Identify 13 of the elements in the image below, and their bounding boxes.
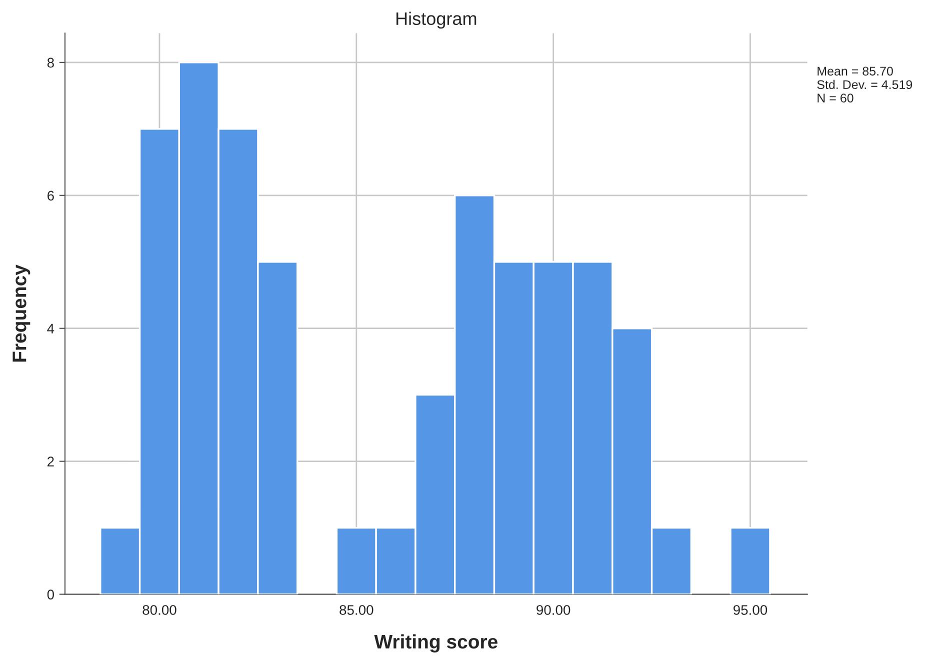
y-tick-label: 4 [47,324,54,334]
x-tick-label: 80.00 [142,605,176,615]
x-tick-label: 85.00 [340,605,374,615]
text: Mean = 85.70 Std. Dev. = 4.519 N = 60 [817,66,912,103]
y-tick-label: 8 [47,58,54,68]
y-tick-label: 0 [47,590,54,600]
x-tick-label: 95.00 [734,605,768,615]
x-axis-title: Writing score [374,634,498,653]
y-tick-label: 6 [48,190,54,201]
y-tick-label: 2 [48,456,54,466]
chart-title: Histogram [396,12,476,29]
x-tick-label: 90.00 [536,605,570,615]
y-axis-title: Frequency [12,264,30,362]
